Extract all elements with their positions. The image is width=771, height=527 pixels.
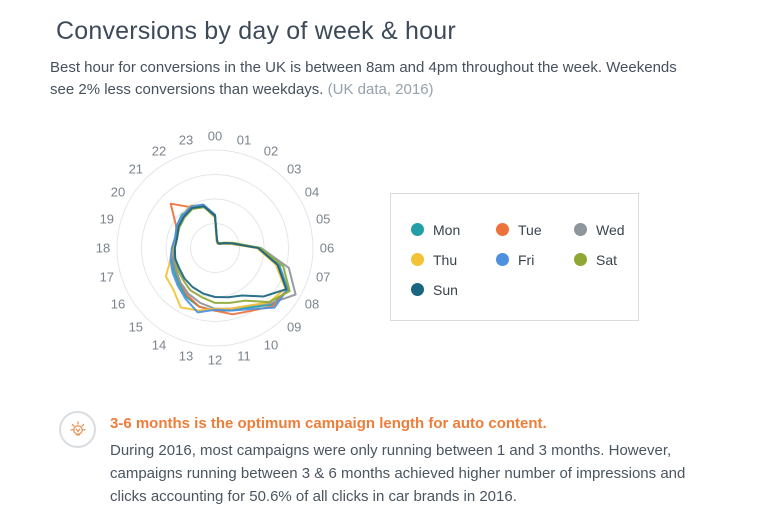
hour-label-00: 00 [208, 129, 222, 144]
legend-swatch-sun [411, 283, 424, 296]
legend-swatch-fri [496, 253, 509, 266]
hour-label-09: 09 [287, 320, 301, 335]
legend-item-wed: Wed [574, 220, 638, 239]
legend-swatch-sat [574, 253, 587, 266]
hour-label-20: 20 [111, 185, 125, 200]
series-line-sun [173, 205, 288, 299]
subtitle-source-note: (UK data, 2016) [327, 81, 434, 98]
hour-label-10: 10 [264, 338, 278, 353]
hour-label-13: 13 [179, 349, 193, 364]
lightbulb-icon [69, 420, 86, 436]
hour-label-16: 16 [111, 297, 125, 312]
legend-swatch-thu [411, 253, 424, 266]
callout-heading: 3-6 months is the optimum campaign lengt… [110, 415, 547, 432]
chart-legend: Mon Tue Wed Thu Fri Sat Sun [390, 193, 639, 321]
subtitle: Best hour for conversions in the UK is b… [50, 57, 698, 101]
hour-label-18: 18 [96, 241, 110, 256]
hour-label-23: 23 [179, 132, 193, 147]
hour-label-01: 01 [237, 132, 251, 147]
hour-label-12: 12 [208, 353, 222, 368]
page-title: Conversions by day of week & hour [56, 17, 456, 45]
grid-ring [116, 149, 314, 347]
hour-label-06: 06 [320, 241, 334, 256]
hour-label-14: 14 [152, 338, 166, 353]
legend-swatch-mon [411, 223, 424, 236]
hour-label-05: 05 [316, 212, 330, 227]
hour-label-07: 07 [316, 270, 330, 285]
hour-label-08: 08 [305, 297, 319, 312]
radar-chart-container: 00 01 02 03 04 05 06 07 08 09 10 11 12 13 14 15 16 17 18 19… [80, 118, 360, 384]
legend-label: Mon [433, 221, 461, 238]
legend-item-sun: Sun [411, 280, 496, 299]
callout-icon-circle [59, 411, 96, 448]
callout: 3-6 months is the optimum campaign lengt… [110, 414, 705, 508]
legend-swatch-tue [496, 223, 509, 236]
legend-item-thu: Thu [411, 250, 496, 269]
hour-label-22: 22 [152, 144, 166, 159]
legend-label: Sat [596, 251, 618, 268]
legend-item-sat: Sat [574, 250, 638, 269]
legend-label: Fri [518, 251, 535, 268]
radar-chart: 00 01 02 03 04 05 06 07 08 09 10 11 12 13 14 15 16 17 18 19… [96, 129, 334, 368]
hour-label-03: 03 [287, 161, 301, 176]
legend-swatch-wed [574, 223, 587, 236]
legend-label: Sun [433, 281, 458, 298]
subtitle-text: Best hour for conversions in the UK is b… [50, 59, 677, 98]
hour-label-11: 11 [237, 349, 251, 364]
hour-label-15: 15 [129, 320, 143, 335]
legend-label: Wed [596, 221, 625, 238]
hour-label-17: 17 [100, 270, 114, 285]
legend-label: Tue [518, 221, 542, 238]
hour-label-19: 19 [100, 212, 114, 227]
legend-label: Thu [433, 251, 458, 268]
hour-label-21: 21 [129, 161, 143, 176]
callout-body: During 2016, most campaigns were only ru… [110, 442, 686, 505]
hour-label-04: 04 [305, 185, 319, 200]
legend-item-tue: Tue [496, 220, 574, 239]
hour-label-02: 02 [264, 144, 278, 159]
legend-item-mon: Mon [411, 220, 496, 239]
grid-ring [141, 174, 289, 322]
legend-item-fri: Fri [496, 250, 574, 269]
